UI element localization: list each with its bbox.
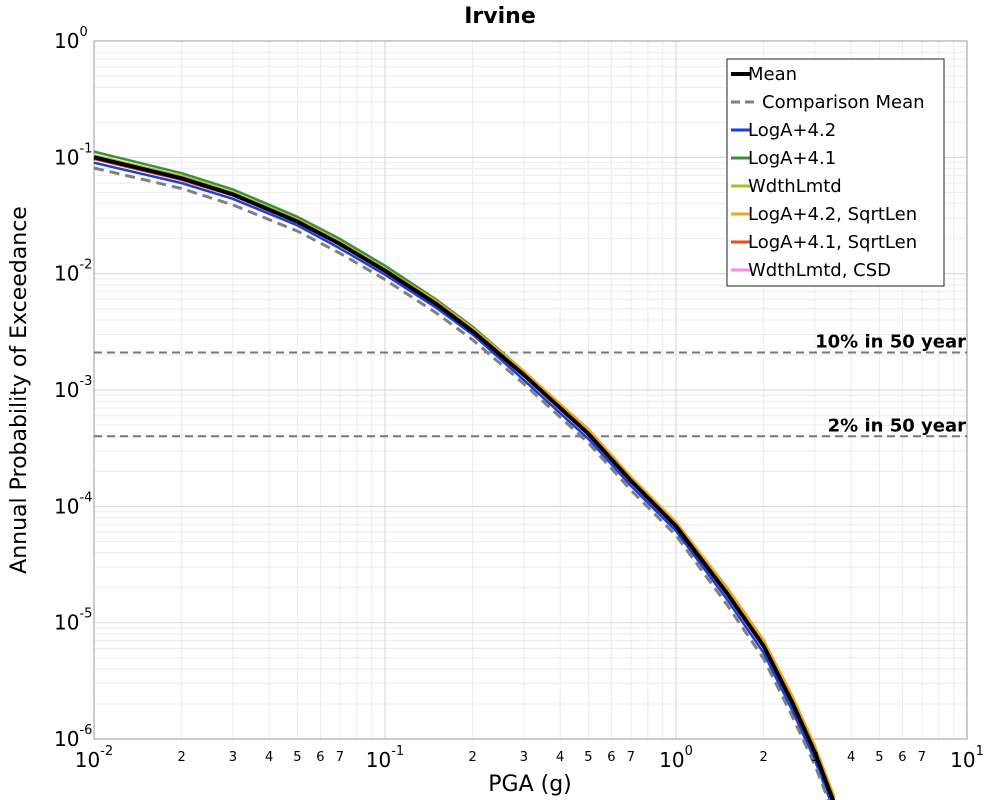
x-minor-tick-label: 4 bbox=[847, 750, 855, 765]
x-minor-tick-label: 2 bbox=[177, 750, 185, 765]
y-major-tick-label: 10-6 bbox=[54, 723, 92, 751]
series-line-mean bbox=[93, 155, 836, 800]
y-major-tick-label: 10-3 bbox=[54, 374, 92, 402]
reference-lines: 10% in 50 year 2% in 50 year bbox=[94, 332, 967, 438]
legend-box bbox=[726, 58, 945, 287]
y-major-tick-label: 100 bbox=[54, 25, 88, 53]
x-major-tick-label: 10-1 bbox=[366, 744, 404, 772]
x-minor-tick-label: 5 bbox=[875, 750, 883, 765]
series-line-loga-4-2 bbox=[93, 161, 832, 800]
series-line-wdthlmtd bbox=[93, 154, 836, 799]
reference-line-label-1: 2% in 50 year bbox=[828, 415, 966, 436]
x-minor-tick-label: 4 bbox=[265, 750, 273, 765]
x-minor-tick-label: 7 bbox=[336, 750, 344, 765]
x-minor-tick-label: 2 bbox=[468, 750, 476, 765]
series-line-loga-4-1 bbox=[93, 150, 836, 799]
legend-label-wdthlmtd-csd: WdthLmtd, CSD bbox=[748, 260, 891, 281]
legend-label-loga-4-2: LogA+4.2 bbox=[748, 120, 836, 141]
legend-label-mean: Mean bbox=[748, 64, 797, 85]
legend-label-comparison-mean: Comparison Mean bbox=[762, 92, 925, 113]
x-minor-tick-label: 3 bbox=[520, 750, 528, 765]
x-minor-tick-label: 5 bbox=[584, 750, 592, 765]
legend-label-loga-4-1: LogA+4.1 bbox=[748, 148, 836, 169]
x-minor-tick-label: 7 bbox=[918, 750, 926, 765]
plot-grid bbox=[93, 40, 968, 740]
x-major-tick-label: 101 bbox=[950, 744, 984, 772]
y-tick-labels: 10-6 10-5 10-4 10-3 10-2 10-1 100 bbox=[54, 25, 92, 751]
x-minor-tick-label: 2 bbox=[759, 750, 767, 765]
x-minor-tick-label: 6 bbox=[607, 750, 615, 765]
x-major-tick-label: 10-2 bbox=[75, 744, 113, 772]
x-minor-tick-label: 5 bbox=[293, 750, 301, 765]
y-major-tick-label: 10-5 bbox=[54, 607, 92, 635]
legend: Mean Comparison Mean LogA+4.2 LogA+4.1 WdthL… bbox=[726, 58, 945, 287]
x-minor-tick-label: 4 bbox=[556, 750, 564, 765]
y-major-tick-label: 10-2 bbox=[54, 258, 92, 286]
y-major-tick-label: 10-1 bbox=[54, 141, 92, 169]
series-lines bbox=[93, 150, 836, 800]
series-line-loga-4-2-sqrtlen bbox=[93, 155, 836, 798]
legend-label-loga-4-2-sqrtlen: LogA+4.2, SqrtLen bbox=[748, 204, 917, 225]
legend-label-wdthlmtd: WdthLmtd bbox=[748, 176, 842, 197]
x-minor-tick-label: 3 bbox=[811, 750, 819, 765]
x-major-tick-label: 100 bbox=[659, 744, 693, 772]
x-minor-tick-label: 6 bbox=[898, 750, 906, 765]
x-minor-tick-label: 7 bbox=[627, 750, 635, 765]
x-minor-tick-label: 6 bbox=[316, 750, 324, 765]
plot-frame bbox=[93, 40, 968, 740]
reference-line-label-0: 10% in 50 year bbox=[815, 332, 966, 353]
series-line-comparison-mean bbox=[93, 166, 830, 800]
legend-label-loga-4-1-sqrtlen: LogA+4.1, SqrtLen bbox=[748, 232, 917, 253]
chart-title: Irvine bbox=[464, 4, 536, 29]
y-axis-label: Annual Probability of Exceedance bbox=[7, 206, 32, 574]
x-axis-label: PGA (g) bbox=[488, 772, 572, 797]
x-minor-tick-label: 3 bbox=[229, 750, 237, 765]
y-major-tick-label: 10-4 bbox=[54, 490, 92, 518]
